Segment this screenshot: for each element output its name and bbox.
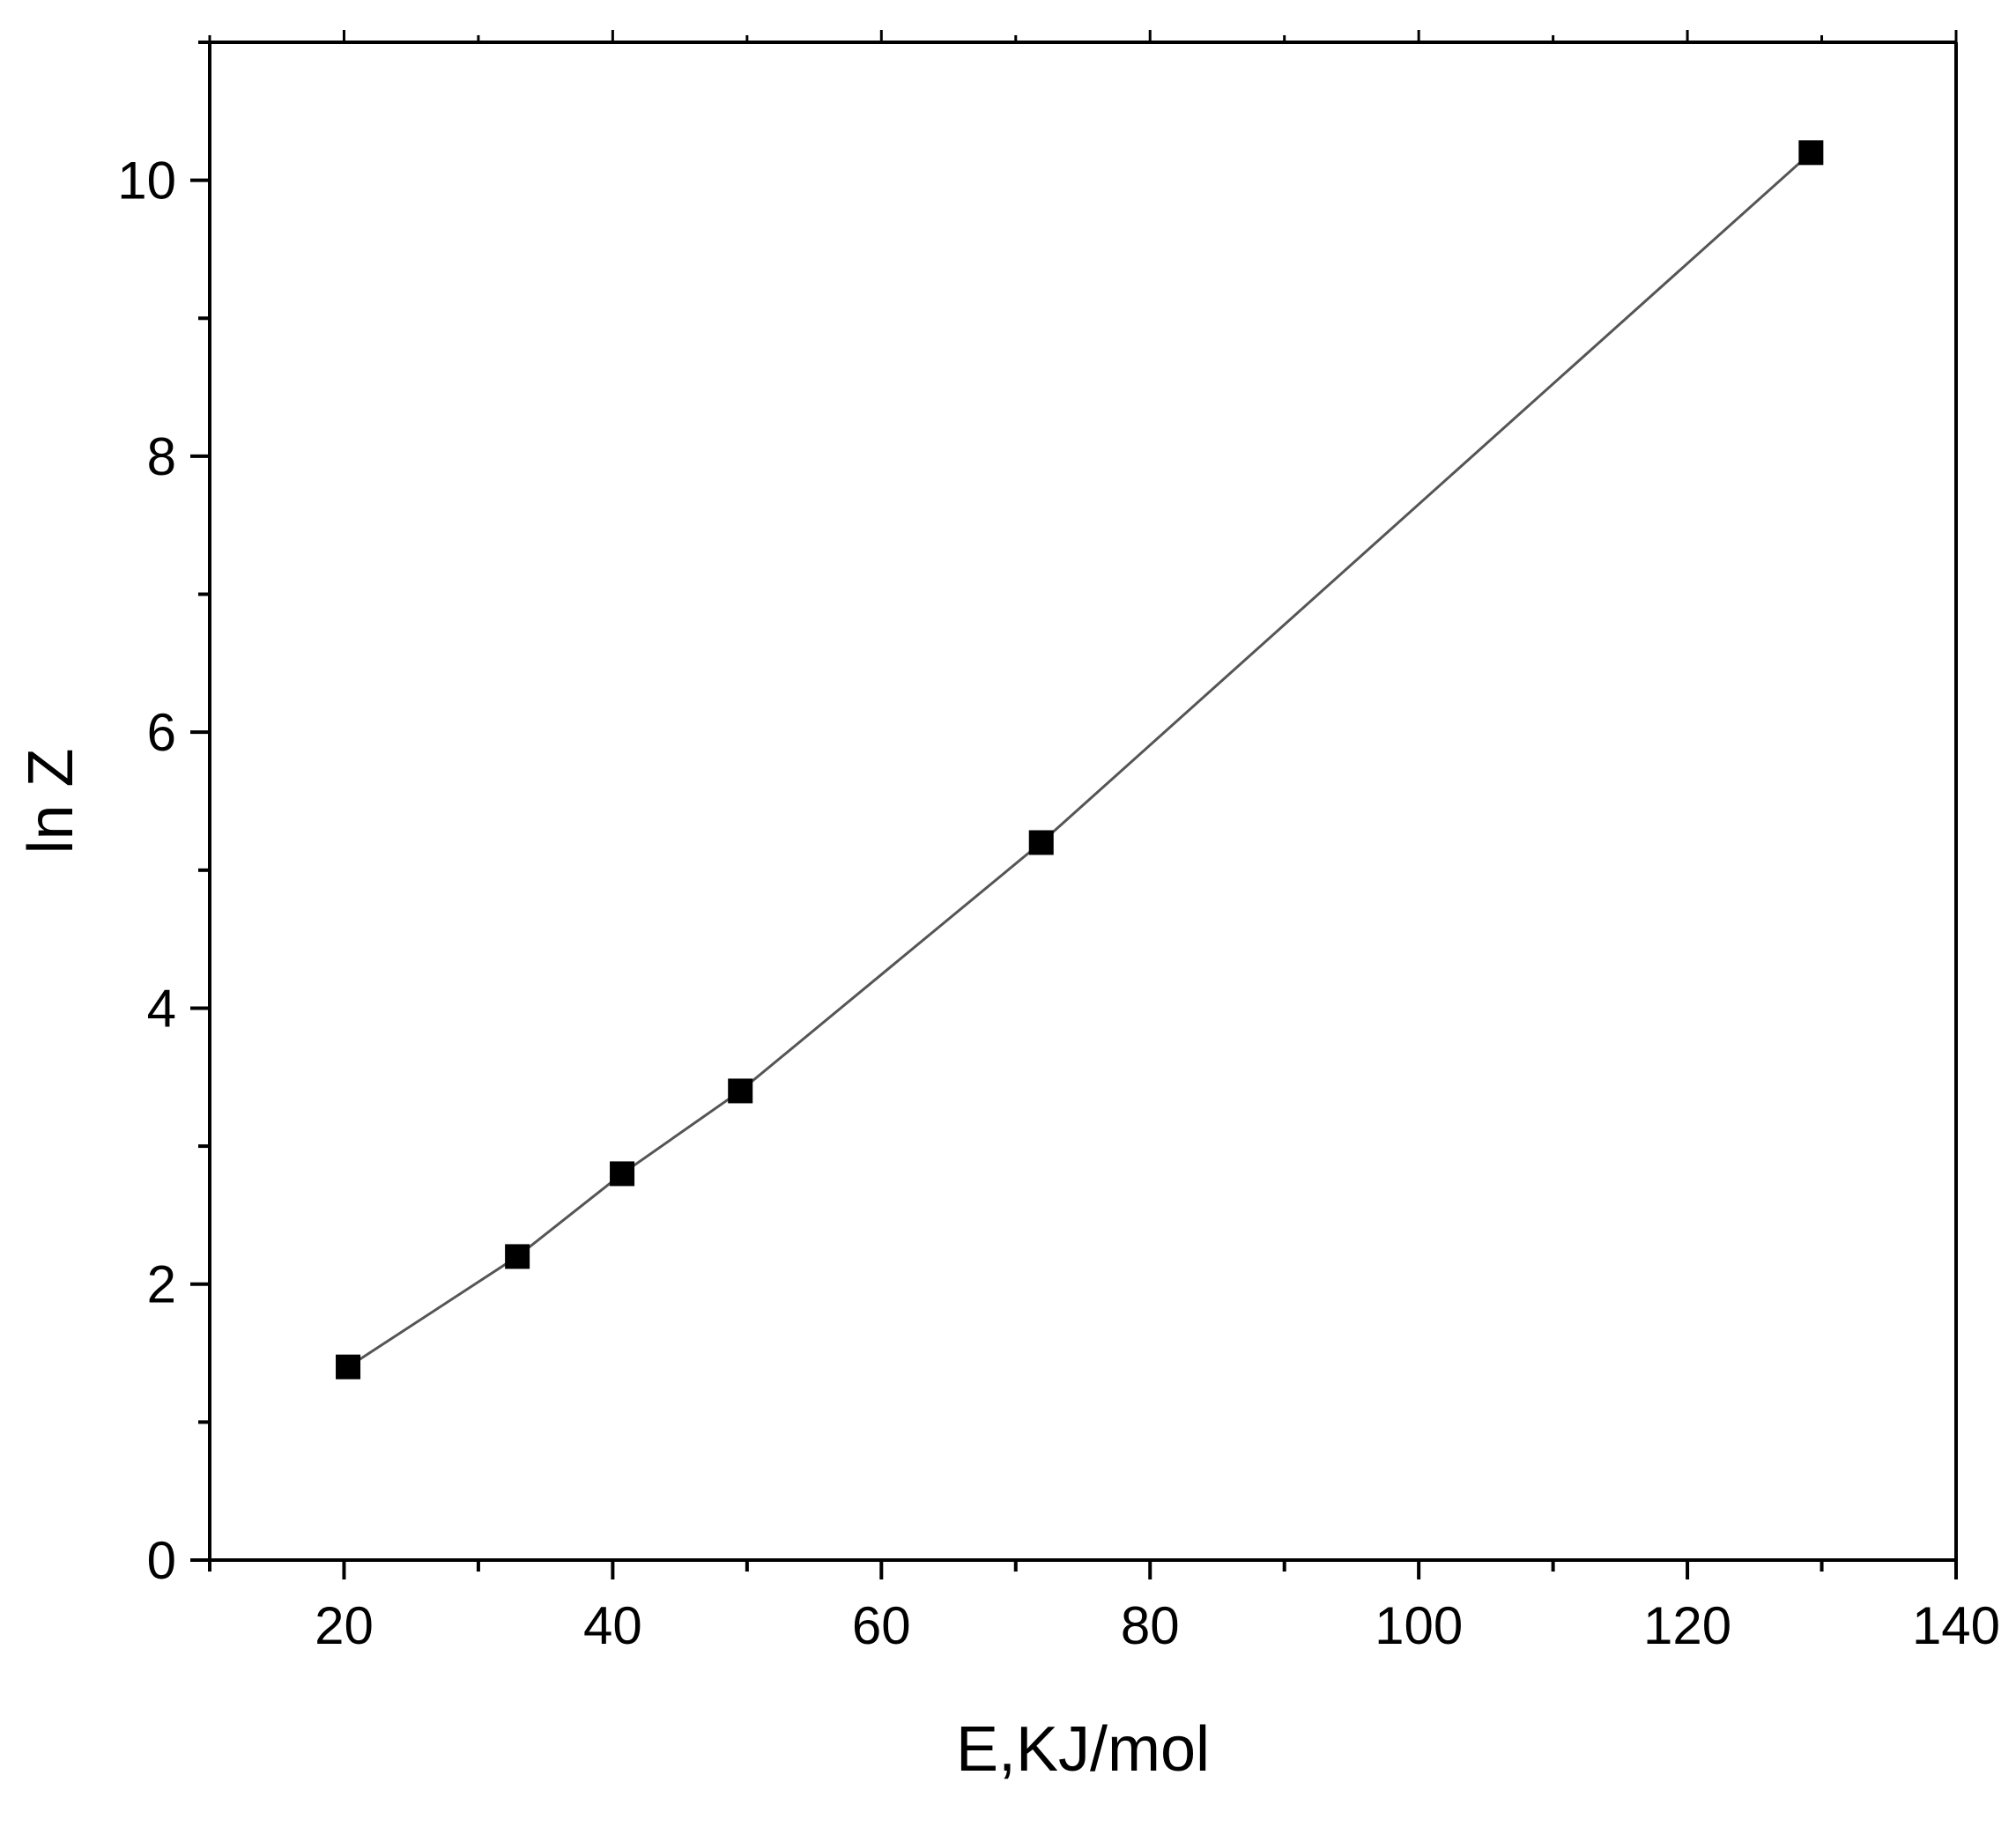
x-tick-label: 60: [852, 1596, 911, 1655]
series-layer: [336, 140, 1824, 1379]
data-point: [505, 1244, 530, 1269]
data-point: [1798, 140, 1824, 166]
y-tick-label: 2: [147, 1255, 176, 1314]
x-tick-label: 140: [1912, 1596, 2000, 1655]
data-point: [336, 1354, 361, 1379]
axis-ticks: [190, 30, 1958, 1579]
plot-frame: [208, 41, 1958, 1562]
data-point: [728, 1078, 753, 1104]
x-tick-label: 120: [1643, 1596, 1731, 1655]
data-point: [1028, 830, 1054, 855]
x-tick-label: 80: [1121, 1596, 1180, 1655]
y-tick-label: 0: [147, 1531, 176, 1590]
x-tick-label: 100: [1375, 1596, 1463, 1655]
x-axis-title: E,KJ/mol: [956, 1714, 1210, 1785]
y-tick-label: 8: [147, 427, 176, 486]
x-tick-label: 40: [583, 1596, 642, 1655]
y-axis-title: ln Z: [16, 748, 86, 854]
data-point: [610, 1161, 635, 1187]
y-tick-label: 6: [147, 703, 176, 762]
y-tick-label: 10: [117, 152, 176, 211]
tick-labels: 20 40 60 80 100 120 140 0 2 4 6 8 10: [117, 152, 2000, 1655]
x-tick-label: 20: [315, 1596, 374, 1655]
y-tick-label: 4: [147, 979, 176, 1038]
series-line: [347, 152, 1812, 1368]
